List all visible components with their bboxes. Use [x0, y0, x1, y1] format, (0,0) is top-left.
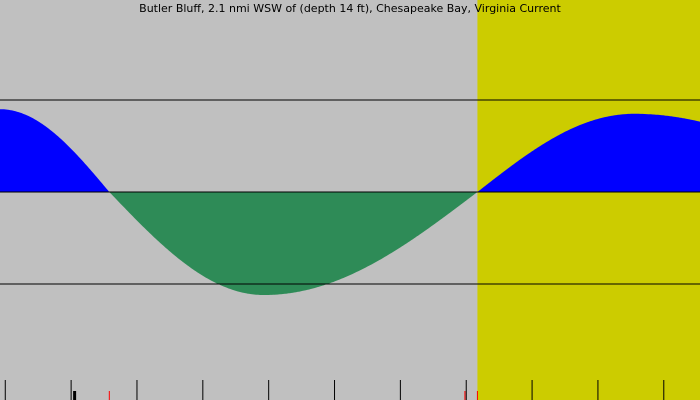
chart-title: Butler Bluff, 2.1 nmi WSW of (depth 14 f… [139, 2, 561, 15]
gridlines [0, 99, 700, 285]
x-axis-hour-ticks [4, 380, 665, 400]
midnight-marker [73, 391, 77, 400]
flood-current-area [0, 109, 700, 192]
ebb-current-area [0, 192, 700, 295]
daylight-band [477, 0, 700, 400]
